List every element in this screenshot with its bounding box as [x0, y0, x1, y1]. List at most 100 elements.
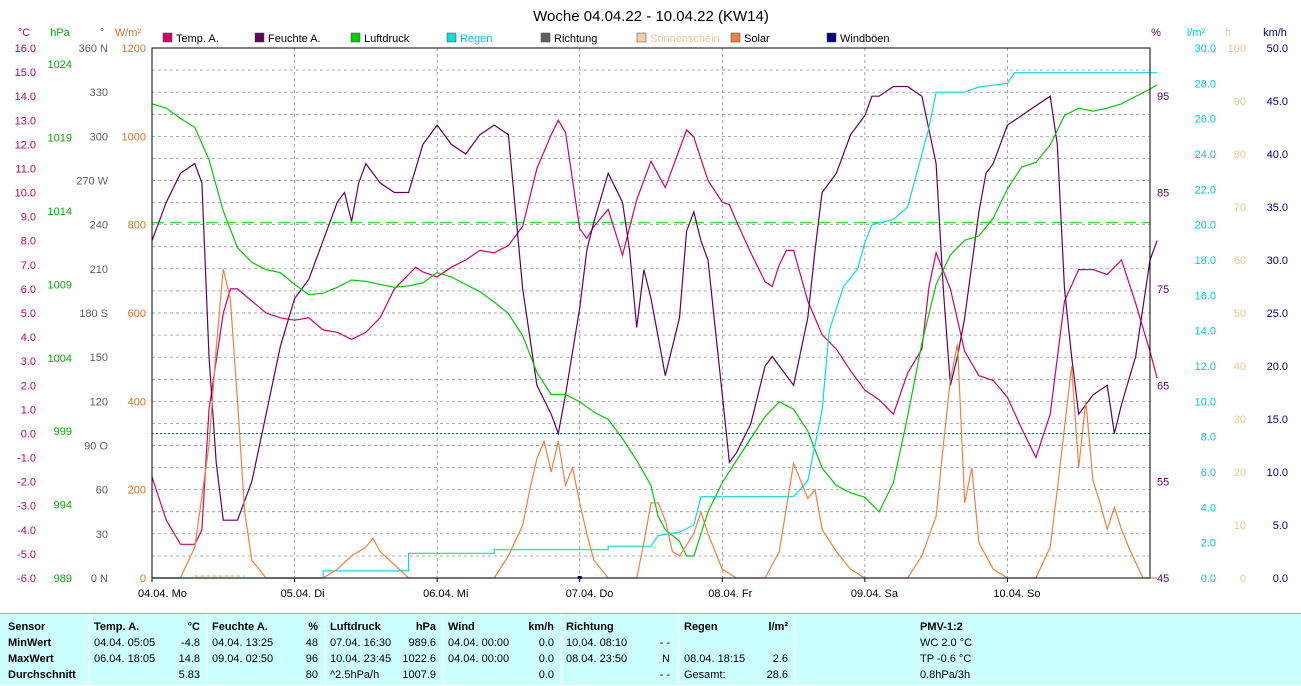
stat-press_val-0: 989.6 — [408, 637, 436, 649]
tick-direction-5: 210 — [90, 264, 108, 276]
tick-temp-10: 6.0 — [21, 284, 36, 296]
stat-hum_val-1: 96 — [305, 653, 318, 665]
tick-solar-2: 800 — [128, 220, 146, 232]
x-label-6: 10.04. So — [993, 588, 1040, 600]
tick-temp-4: 12.0 — [15, 139, 36, 151]
x-label-0: 04.04. Mo — [138, 588, 187, 600]
unit-direction: ° — [100, 27, 104, 39]
tick-temp-0: 16.0 — [15, 43, 36, 55]
tick-wind-6: 20.0 — [1267, 361, 1288, 373]
x-label-1: 05.04. Di — [281, 588, 325, 600]
header-sensor: Sensor — [8, 621, 46, 633]
tick-sunshine-4: 60 — [1234, 255, 1246, 267]
tick-rain-7: 16.0 — [1195, 290, 1216, 302]
series-humidity — [151, 85, 1158, 521]
legend-swatch-0 — [162, 32, 173, 43]
stat-rain_val-1: 2.6 — [772, 653, 788, 665]
left-axes: 16.0 15.0 14.0 13.0 12.0 11.0 10.0 9.0 8.0 7.0 6.0… — [15, 43, 146, 585]
tick-sunshine-6: 40 — [1234, 361, 1246, 373]
header-direction: Richtung — [566, 621, 614, 633]
unit-solar: W/m² — [115, 27, 142, 39]
tick-rain-9: 12.0 — [1195, 361, 1216, 373]
chart-grid — [152, 48, 1150, 578]
stat-hum_time-1: 09.04. 02:50 — [212, 653, 274, 665]
stat-wind_val-0: 0.0 — [538, 637, 554, 649]
tick-sunshine-10: 0 — [1240, 573, 1246, 585]
tick-wind-10: 0.0 — [1273, 573, 1288, 585]
tick-temp-14: 2.0 — [21, 380, 36, 392]
tick-temp-5: 11.0 — [15, 163, 36, 175]
tick-direction-2: 300 — [90, 131, 108, 143]
tick-temp-17: -1.0 — [17, 453, 36, 465]
tick-rain-14: 2.0 — [1201, 538, 1216, 550]
tick-solar-4: 400 — [128, 396, 146, 408]
tick-temp-18: -2.0 — [17, 477, 36, 489]
tick-rain-11: 8.0 — [1201, 432, 1216, 444]
tick-rain-1: 28.0 — [1195, 78, 1216, 90]
x-label-3: 07.04. Do — [566, 588, 614, 600]
tick-temp-8: 8.0 — [21, 236, 36, 248]
tick-temp-3: 13.0 — [15, 115, 36, 127]
tick-temp-22: -6.0 — [17, 573, 36, 585]
stat-hum_val-2: 80 — [305, 669, 318, 681]
tick-rain-2: 26.0 — [1195, 114, 1216, 126]
stat-wind_val-2: 0.0 — [538, 669, 554, 681]
tick-pressure-1: 1019 — [48, 133, 72, 145]
stat-pmv-0: WC 2.0 °C — [920, 637, 973, 649]
legend-swatch-2 — [350, 32, 361, 43]
stat-wind_time-1: 04.04. 00:00 — [448, 653, 510, 665]
legend-label-1: Feuchte A. — [268, 33, 321, 45]
tick-temp-2: 14.0 — [15, 91, 36, 103]
chart-legend: Temp. A. Feuchte A. Luftdruck Regen Richtung… — [162, 32, 890, 45]
tick-direction-8: 120 — [90, 396, 108, 408]
tick-rain-12: 6.0 — [1201, 467, 1216, 479]
tick-temp-16: 0.0 — [21, 428, 36, 440]
x-label-5: 09.04. Sa — [851, 588, 899, 600]
legend-swatch-4 — [540, 32, 551, 43]
stat-rain_time-2: Gesamt: — [684, 669, 726, 681]
tick-rain-3: 24.0 — [1195, 149, 1216, 161]
tick-direction-0: 360 N — [79, 43, 108, 55]
tick-solar-3: 600 — [128, 308, 146, 320]
tick-solar-6: 0 — [140, 573, 146, 585]
x-axis: 04.04. Mo 05.04. Di 06.04. Mi 07.04. Do 08.0… — [138, 578, 1041, 600]
stat-dir_val-2: - - — [659, 669, 670, 681]
legend-label-5: Sonnenschein — [650, 33, 720, 45]
header-pressure-unit: hPa — [415, 621, 436, 633]
unit-wind: km/h — [1263, 27, 1287, 39]
tick-solar-5: 200 — [128, 485, 146, 497]
stat-press_time-0: 07.04. 16:30 — [330, 637, 392, 649]
header-pmv: PMV-1:2 — [920, 621, 963, 633]
stat-label-1: MaxWert — [8, 653, 54, 665]
header-humidity-unit: % — [308, 621, 318, 633]
stat-hum_val-0: 48 — [305, 637, 318, 649]
data-series — [151, 72, 1158, 579]
tick-rain-5: 20.0 — [1195, 220, 1216, 232]
tick-temp-11: 5.0 — [21, 308, 36, 320]
tick-pressure-6: 994 — [54, 500, 72, 512]
stat-temp_time-0: 04.04. 05:05 — [94, 637, 156, 649]
x-label-2: 06.04. Mi — [423, 588, 468, 600]
weather-chart: Woche 04.04.22 - 10.04.22 (KW14) Temp. A… — [15, 8, 1288, 600]
tick-direction-4: 240 — [90, 220, 108, 232]
tick-pressure-0: 1024 — [48, 59, 72, 71]
tick-pressure-5: 999 — [54, 426, 72, 438]
stat-press_val-1: 1022.6 — [402, 653, 436, 665]
series-temp — [151, 119, 1158, 545]
header-wind-unit: km/h — [528, 621, 554, 633]
stat-temp_val-0: -4.8 — [181, 637, 200, 649]
x-label-4: 08.04. Fr — [708, 588, 752, 600]
stat-press_time-2: ^2.5hPa/h — [330, 669, 380, 681]
tick-sunshine-7: 30 — [1234, 414, 1246, 426]
tick-direction-12: 0 N — [91, 573, 108, 585]
header-temp: Temp. A. — [94, 621, 140, 633]
series-solar — [152, 268, 1158, 579]
tick-wind-8: 10.0 — [1267, 467, 1288, 479]
legend-label-2: Luftdruck — [364, 33, 410, 45]
tick-solar-0: 1200 — [122, 43, 146, 55]
legend-label-4: Richtung — [554, 33, 597, 45]
tick-direction-10: 60 — [96, 485, 108, 497]
tick-wind-3: 35.0 — [1267, 202, 1288, 214]
tick-pressure-3: 1009 — [48, 279, 72, 291]
tick-humidity-5: 45 — [1157, 573, 1169, 585]
